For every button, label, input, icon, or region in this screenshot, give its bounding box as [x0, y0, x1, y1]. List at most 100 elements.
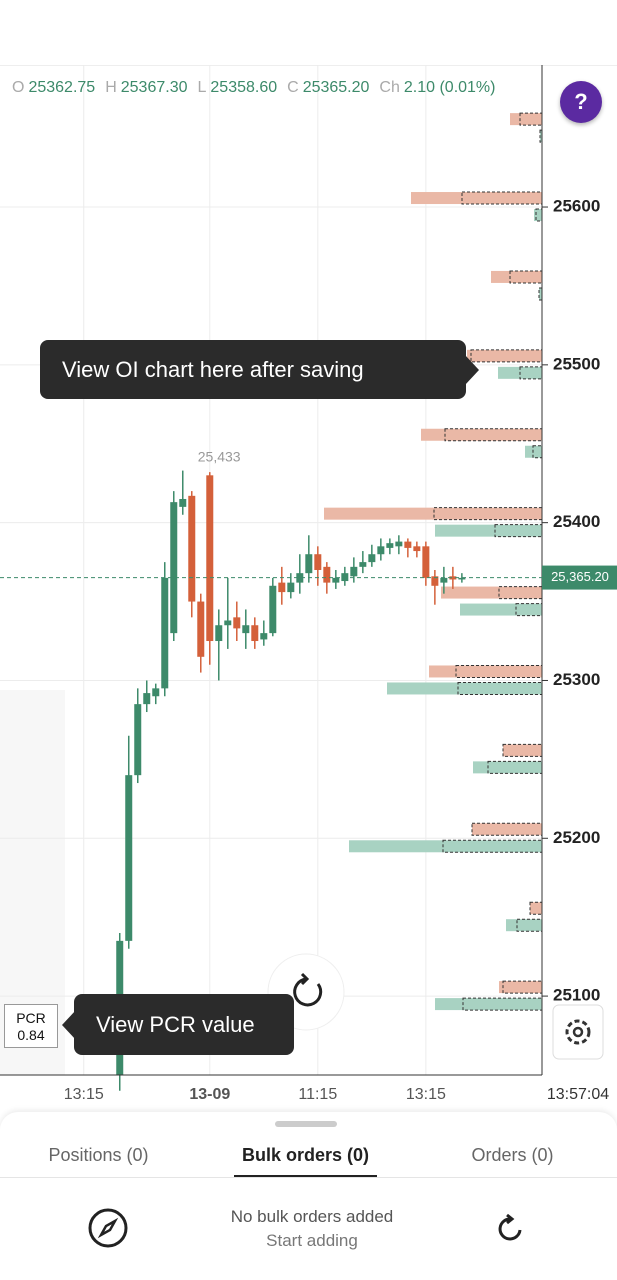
candle-body: [260, 633, 268, 640]
candle-body: [152, 688, 160, 697]
refresh-icon: [293, 972, 323, 1007]
candle-body: [206, 475, 214, 642]
candle-body: [134, 704, 142, 776]
pcr-box: PCR 0.84: [4, 1004, 58, 1048]
ohlc-key: O: [12, 79, 25, 96]
oi-bar: [460, 603, 542, 616]
last-price-label: 25,365.20: [551, 569, 609, 584]
y-tick-label: 25100: [553, 986, 600, 1005]
candle-body: [296, 573, 304, 583]
oi-bar: [506, 919, 542, 932]
ohlc-value: 25362.75: [28, 79, 96, 96]
candle-body: [359, 562, 367, 567]
ohlc-value: 25358.60: [210, 79, 278, 96]
candle-body: [170, 502, 178, 634]
oi-bar: [539, 287, 542, 300]
pcr-tooltip: View PCR value: [74, 994, 294, 1055]
oi-bar: [530, 902, 542, 915]
ohlc-key: Ch: [379, 79, 400, 96]
oi-bar: [324, 507, 542, 520]
candle-body: [422, 546, 430, 578]
oi-bar: [472, 823, 542, 836]
pcr-value: 0.84: [17, 1027, 45, 1043]
candle-body: [449, 576, 457, 580]
tooltip-text: View OI chart here after saving: [62, 356, 364, 382]
candle-body: [323, 566, 331, 583]
candle-body: [251, 625, 259, 642]
y-tick-label: 25600: [553, 197, 600, 216]
candle-body: [278, 582, 286, 593]
oi-bar: [540, 130, 542, 143]
oi-bar: [499, 981, 542, 994]
candle-body: [314, 554, 322, 570]
tab[interactable]: Positions (0): [48, 1145, 149, 1165]
oi-tooltip: View OI chart here after saving: [40, 340, 466, 399]
oi-change: [538, 287, 543, 301]
oi-bar: [435, 998, 542, 1011]
ohlc-key: C: [287, 79, 299, 96]
high-annotation: 25,433: [198, 448, 241, 464]
divider: [0, 1177, 617, 1178]
tab-active[interactable]: Bulk orders (0): [241, 1145, 370, 1165]
ohlc-key: H: [105, 79, 117, 96]
x-tick-label: 11:15: [298, 1086, 337, 1103]
candle-body: [188, 495, 196, 602]
chart: 25,433 25100 25200 25300 25400 25500 25600 13:1…: [0, 65, 617, 1103]
empty-subtitle: Start adding: [266, 1231, 358, 1250]
ohlc-key: L: [197, 79, 207, 96]
candle-body: [440, 577, 448, 583]
reload-icon[interactable]: [495, 1212, 527, 1244]
candle-body: [377, 546, 385, 555]
ohlc-value: 25367.30: [120, 79, 188, 96]
oi-bar: [510, 113, 542, 126]
x-tick-label: 13:15: [406, 1086, 446, 1103]
candle-body: [233, 617, 241, 629]
gear-center: [572, 1026, 584, 1038]
candle-body: [269, 585, 277, 634]
candle-body: [197, 601, 205, 657]
candle-body: [395, 541, 403, 547]
empty-title: No bulk orders added: [230, 1207, 394, 1226]
x-tick-label: 13:15: [64, 1086, 104, 1103]
oi-bar: [387, 682, 542, 695]
oi-bar: [441, 586, 542, 599]
candle-body: [179, 498, 187, 507]
oi-bar: [411, 192, 542, 205]
bottom-sheet: [0, 1112, 617, 1280]
compass-icon[interactable]: [86, 1206, 130, 1250]
candle-body: [143, 693, 151, 705]
candle-body: [431, 576, 439, 586]
tab[interactable]: Orders (0): [471, 1145, 554, 1165]
tooltip-text: View PCR value: [96, 1011, 255, 1037]
oi-change: [498, 586, 543, 600]
candle-body: [386, 543, 394, 548]
tooltip-pointer: [62, 1010, 76, 1040]
sheet-handle[interactable]: [275, 1121, 337, 1127]
settings-button[interactable]: [552, 1004, 604, 1060]
oi-bar: [491, 270, 542, 283]
candle-body: [350, 566, 358, 577]
candle-body: [404, 541, 412, 548]
candle-body: [215, 625, 223, 642]
oi-bar: [503, 744, 542, 757]
last-price-box: [542, 565, 617, 590]
candle-body: [125, 775, 133, 941]
tooltip-pointer: [465, 355, 479, 385]
candle-body: [458, 577, 466, 580]
tab-underline: [234, 1175, 377, 1177]
oi-bar: [421, 428, 542, 441]
x-end-label: 13:57:04: [547, 1086, 609, 1103]
candle-body: [305, 554, 313, 574]
oi-bar: [349, 840, 542, 853]
oi-bar: [467, 349, 542, 362]
x-tick-label: 13-09: [189, 1086, 230, 1103]
help-button[interactable]: ?: [560, 81, 602, 123]
y-tick-label: 25500: [553, 354, 600, 373]
candle-body: [368, 554, 376, 563]
y-tick-label: 25200: [553, 828, 600, 847]
ohlc-value: 2.10 (0.01%): [403, 79, 496, 96]
candle-body: [161, 577, 169, 689]
pcr-label: PCR: [16, 1010, 46, 1026]
oi-bar: [429, 665, 542, 678]
